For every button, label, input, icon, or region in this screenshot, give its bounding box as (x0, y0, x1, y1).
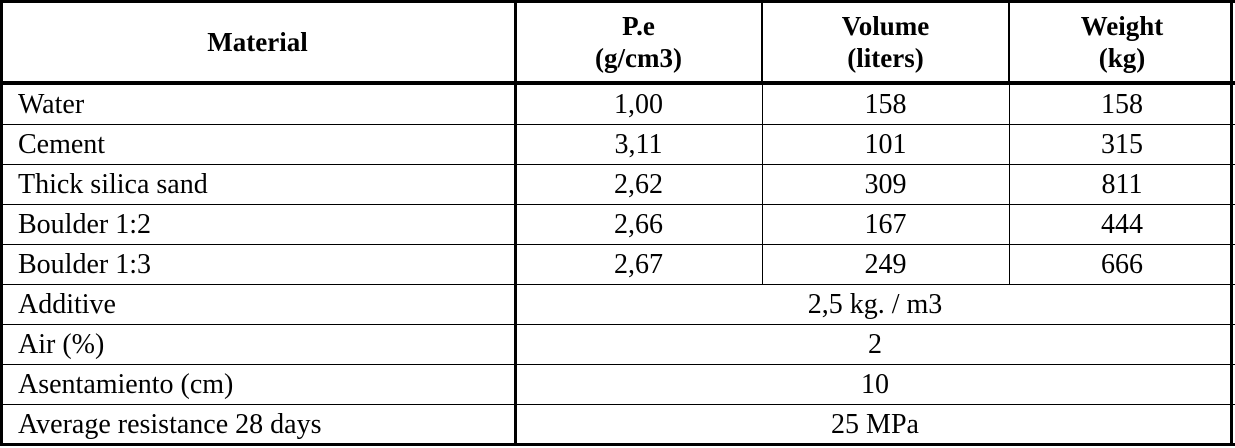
border (1230, 0, 1233, 446)
border (0, 443, 1235, 446)
cell-value: 2,62 (614, 169, 663, 200)
row-label: Average resistance 28 days (18, 409, 322, 440)
row-divider (0, 403, 1235, 405)
cell-value: 158 (864, 89, 907, 120)
row-label: Additive (18, 289, 116, 320)
cell-value: 2,66 (614, 209, 663, 240)
header-text: Material (207, 27, 308, 57)
border (0, 0, 3, 446)
column-divider (761, 84, 763, 284)
header-cell: Weight (kg) (1009, 0, 1235, 84)
cell-value: 25 MPa (831, 409, 919, 440)
column-divider (761, 0, 763, 84)
cell-value: 3,11 (614, 129, 663, 160)
cell-value: 249 (864, 249, 907, 280)
row-divider (0, 243, 1235, 245)
row-divider (0, 123, 1235, 125)
row-divider (0, 203, 1235, 205)
column-divider (1008, 0, 1010, 84)
header-text: Volume (841, 11, 930, 41)
cell-value: 1,00 (614, 89, 663, 120)
header-text: (liters) (847, 43, 924, 73)
row-divider (0, 283, 1235, 285)
cell-value: 10 (861, 369, 889, 400)
cell-value: 2,67 (614, 249, 663, 280)
cell-value: 158 (1101, 89, 1143, 120)
cell-value: 444 (1101, 209, 1143, 240)
row-label: Boulder 1:3 (18, 249, 151, 280)
header-cell: Volume (liters) (762, 0, 1009, 84)
cell-value: 167 (864, 209, 907, 240)
cell-value: 2 (868, 329, 882, 360)
cell-value: 811 (1101, 169, 1143, 200)
header-cell: P.e (g/cm3) (515, 0, 762, 84)
header-text: (kg) (1098, 43, 1146, 73)
cell-value: 666 (1101, 249, 1143, 280)
row-label: Air (%) (18, 329, 105, 360)
column-divider (1008, 84, 1010, 284)
row-divider (0, 363, 1235, 365)
header-text: Weight (1080, 11, 1164, 41)
row-label: Water (18, 89, 85, 120)
row-divider (0, 163, 1235, 165)
column-divider (513, 0, 517, 444)
cell-value: 2,5 kg. / m3 (807, 289, 943, 320)
header-text: P.e (622, 11, 655, 41)
header-cell: Material (0, 0, 515, 84)
row-label: Thick silica sand (18, 169, 208, 200)
cell-value: 309 (864, 169, 907, 200)
cell-value: 101 (864, 129, 907, 160)
header-text: (g/cm3) (595, 43, 682, 73)
border (0, 0, 1235, 3)
row-divider (0, 323, 1235, 325)
row-label: Asentamiento (cm) (18, 369, 234, 400)
row-label: Boulder 1:2 (18, 209, 151, 240)
row-label: Cement (18, 129, 106, 160)
cell-value: 315 (1101, 129, 1143, 160)
header-divider (0, 81, 1235, 85)
